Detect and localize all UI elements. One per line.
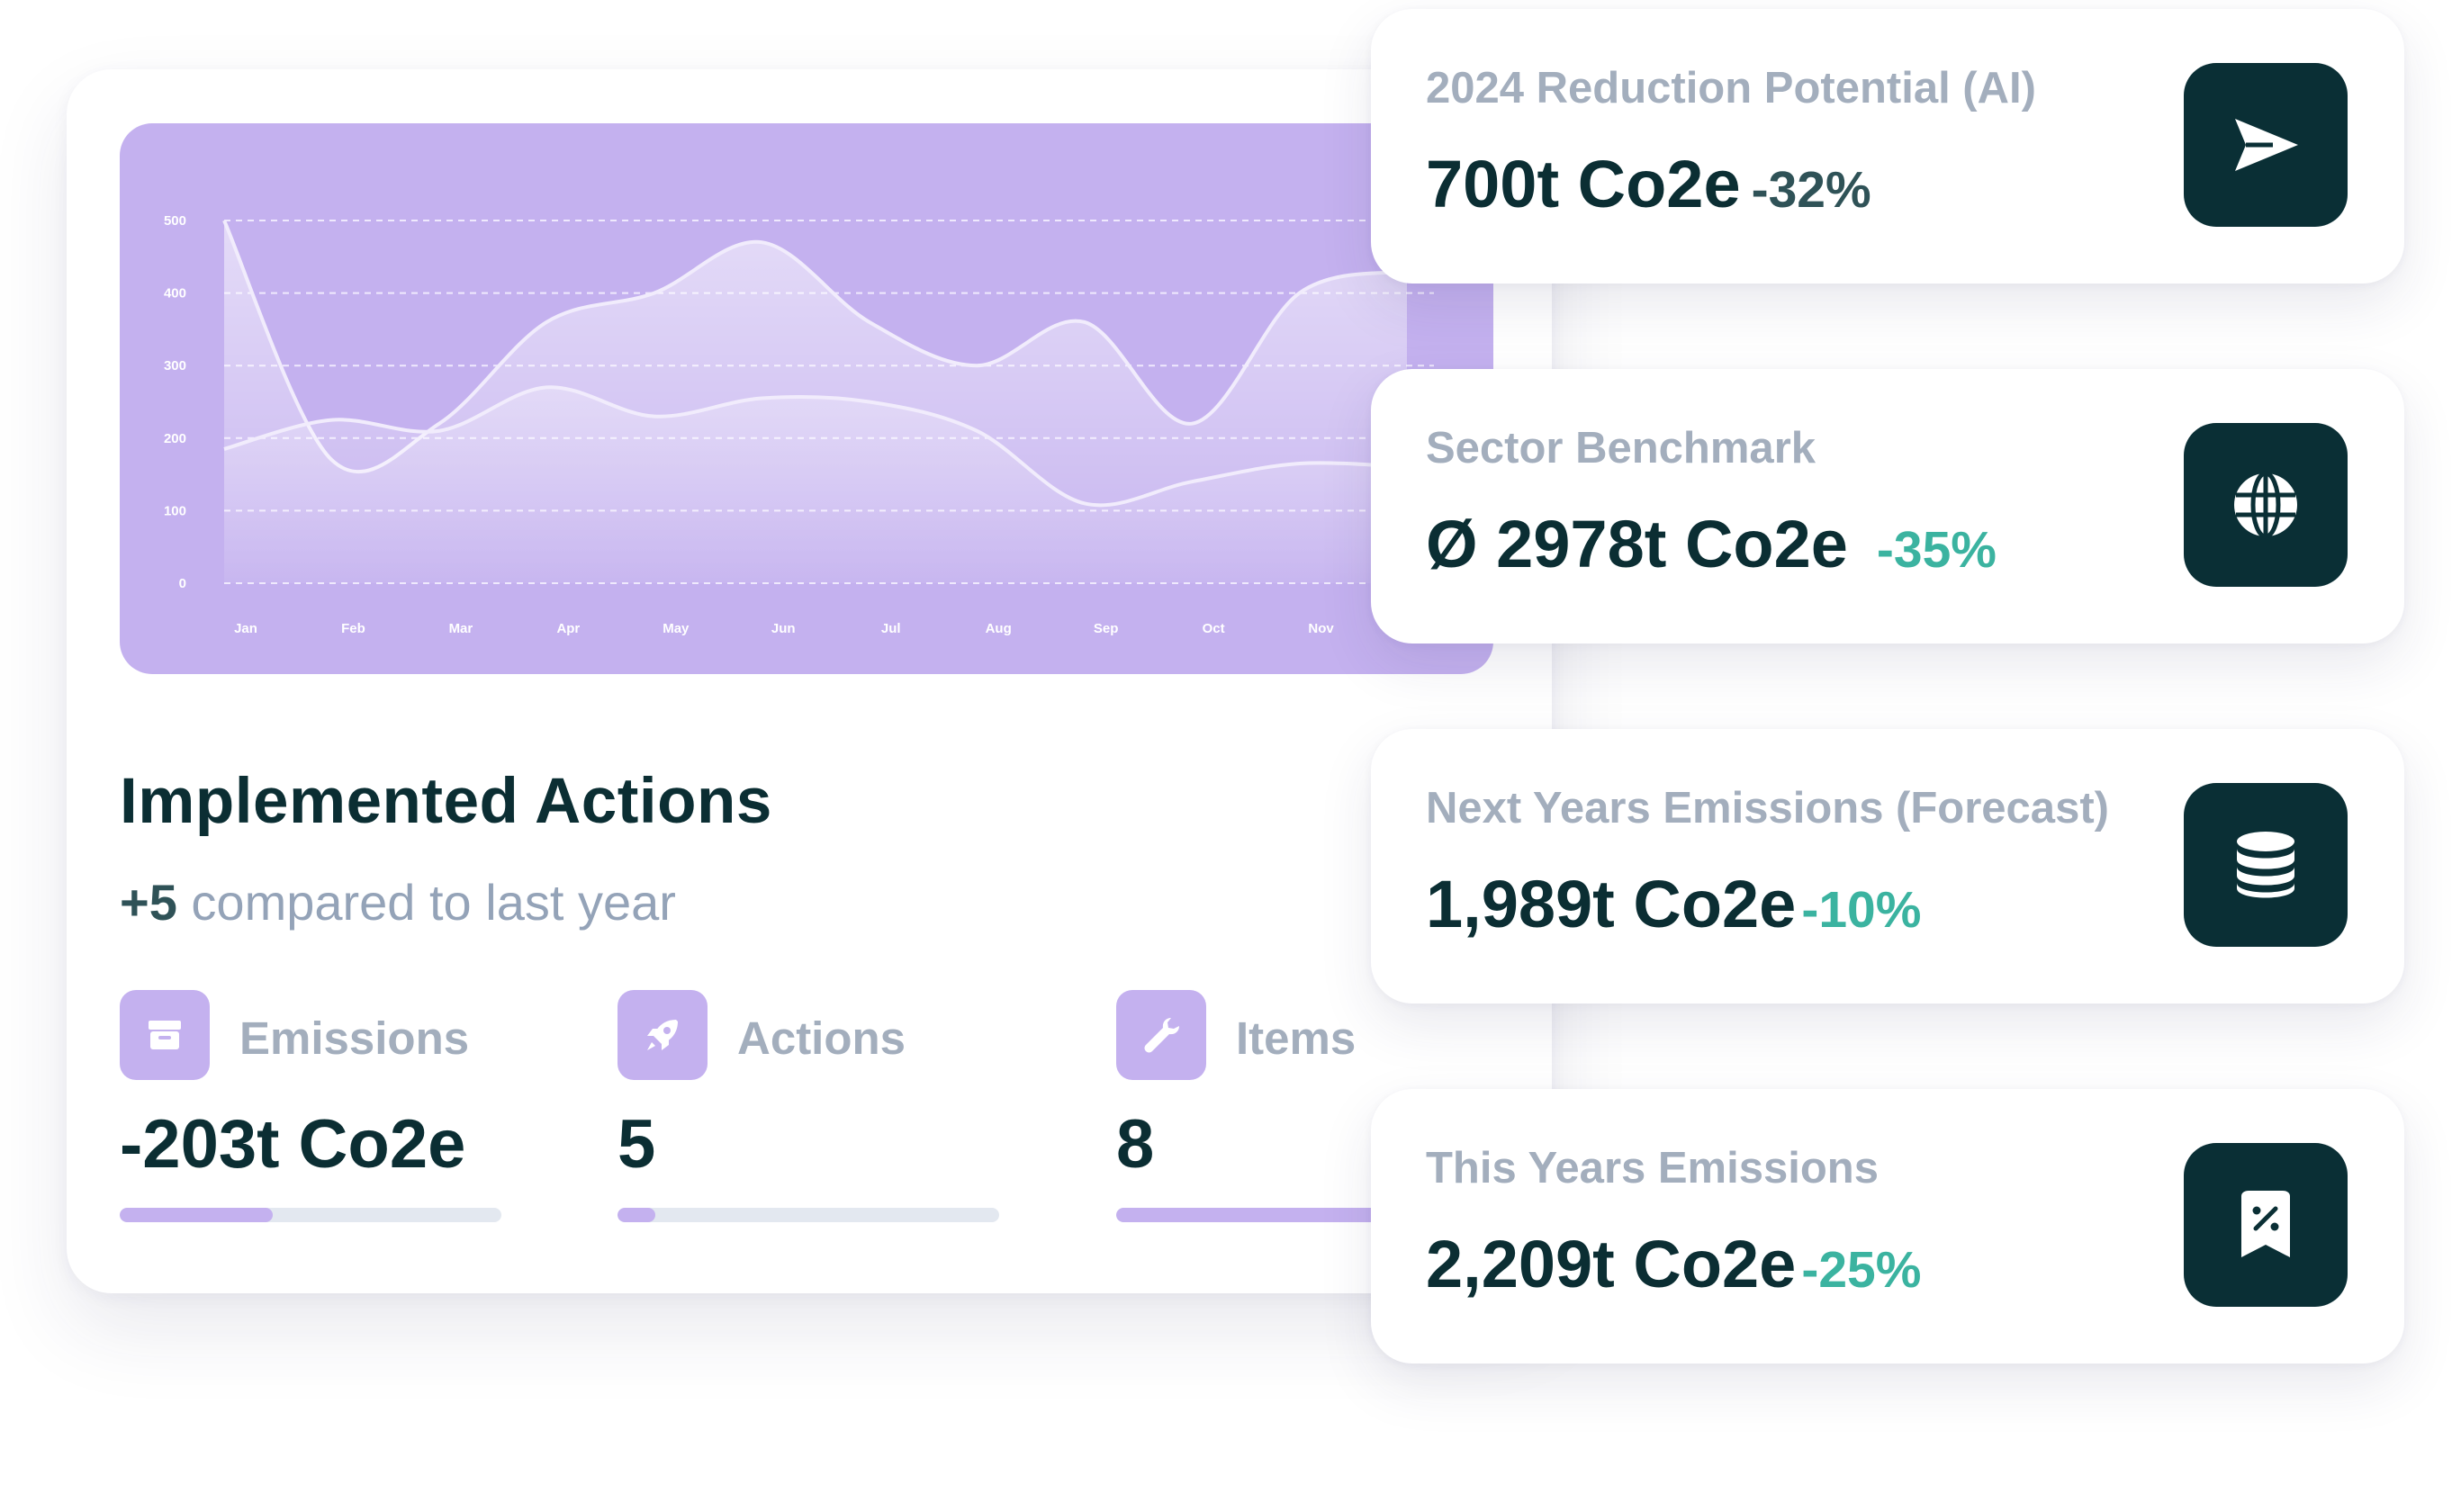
metric-label: Emissions xyxy=(239,1012,470,1064)
delta-text: compared to last year xyxy=(176,874,676,931)
card-value: Ø 2978t Co2e -35% xyxy=(1426,506,1997,582)
section-title: Implemented Actions xyxy=(120,766,772,837)
progress-fill xyxy=(618,1208,656,1222)
metric-actions: Actions 5 xyxy=(618,990,1005,1224)
database-icon xyxy=(2237,832,2294,898)
y-tick-label: 500 xyxy=(164,213,186,229)
x-tick-label: Aug xyxy=(986,621,1012,636)
series-area xyxy=(224,387,1407,583)
series-line xyxy=(223,385,1408,508)
x-tick-label: May xyxy=(663,621,690,636)
box-icon xyxy=(120,990,210,1080)
metric-label: Items xyxy=(1236,1012,1357,1064)
x-tick-label: Jan xyxy=(234,621,257,636)
card-value: 1,989t Co2e -10% xyxy=(1426,866,1921,942)
x-tick-label: Feb xyxy=(341,621,365,636)
card-delta: -35% xyxy=(1876,521,1997,579)
metric-value: 8 xyxy=(1116,1106,1155,1183)
card-label: Next Years Emissions (Forecast) xyxy=(1426,784,2109,832)
receipt-button[interactable] xyxy=(2184,1143,2348,1307)
x-tick-label: Jul xyxy=(881,621,901,636)
x-tick-label: Jun xyxy=(771,621,796,636)
database-button[interactable] xyxy=(2184,783,2348,947)
card-value: 700t Co2e -32% xyxy=(1426,146,1871,222)
card-value-text: Ø 2978t Co2e xyxy=(1426,507,1848,581)
section-subtitle: +5 compared to last year xyxy=(120,873,676,932)
x-tick-label: Apr xyxy=(556,621,580,636)
card-label: 2024 Reduction Potential (AI) xyxy=(1426,64,2036,112)
y-tick-label: 400 xyxy=(164,286,186,302)
card-value: 2,209t Co2e -25% xyxy=(1426,1226,1921,1302)
card-label: This Years Emissions xyxy=(1426,1144,1879,1192)
y-tick-label: 200 xyxy=(164,431,186,446)
card-sector-benchmark[interactable]: Sector Benchmark Ø 2978t Co2e -35% xyxy=(1371,369,2404,644)
metric-label: Actions xyxy=(737,1012,906,1064)
card-forecast[interactable]: Next Years Emissions (Forecast) 1,989t C… xyxy=(1371,729,2404,1004)
receipt-percent-icon xyxy=(2241,1191,2290,1257)
y-tick-label: 100 xyxy=(164,503,186,518)
send-button[interactable] xyxy=(2184,63,2348,227)
card-delta: -10% xyxy=(1801,881,1922,939)
metric-progress xyxy=(618,1208,999,1222)
card-value-text: 1,989t Co2e xyxy=(1426,867,1797,941)
metric-value: -203t Co2e xyxy=(120,1106,466,1183)
x-tick-label: Nov xyxy=(1308,621,1334,636)
card-value-text: 700t Co2e xyxy=(1426,147,1741,221)
globe-button[interactable] xyxy=(2184,423,2348,587)
chart-canvas: 0 100 200 300 400 500 Jan Feb Mar Apr May Jun Jul Aug… xyxy=(164,213,1441,636)
card-value-text: 2,209t Co2e xyxy=(1426,1227,1797,1301)
card-delta: -25% xyxy=(1801,1241,1922,1299)
emissions-chart: 0 100 200 300 400 500 Jan Feb Mar Apr May Jun Jul Aug… xyxy=(120,123,1493,674)
progress-fill xyxy=(120,1208,273,1222)
card-this-year[interactable]: This Years Emissions 2,209t Co2e -25% xyxy=(1371,1089,2404,1364)
progress-fill xyxy=(1116,1208,1384,1222)
globe-icon xyxy=(2234,471,2297,539)
x-tick-label: Sep xyxy=(1094,621,1119,636)
metric-progress xyxy=(120,1208,501,1222)
delta-count: +5 xyxy=(120,874,177,931)
x-tick-label: Oct xyxy=(1203,621,1225,636)
wrench-icon xyxy=(1116,990,1206,1080)
metric-emissions: Emissions -203t Co2e xyxy=(120,990,507,1224)
send-icon xyxy=(2235,119,2298,171)
card-label: Sector Benchmark xyxy=(1426,424,1816,472)
y-tick-label: 0 xyxy=(179,576,186,591)
metric-value: 5 xyxy=(618,1106,656,1183)
card-reduction-potential[interactable]: 2024 Reduction Potential (AI) 700t Co2e -… xyxy=(1371,9,2404,284)
x-tick-label: Mar xyxy=(449,621,473,636)
card-delta: -32% xyxy=(1751,161,1871,219)
y-tick-label: 300 xyxy=(164,358,186,374)
rocket-icon xyxy=(618,990,708,1080)
